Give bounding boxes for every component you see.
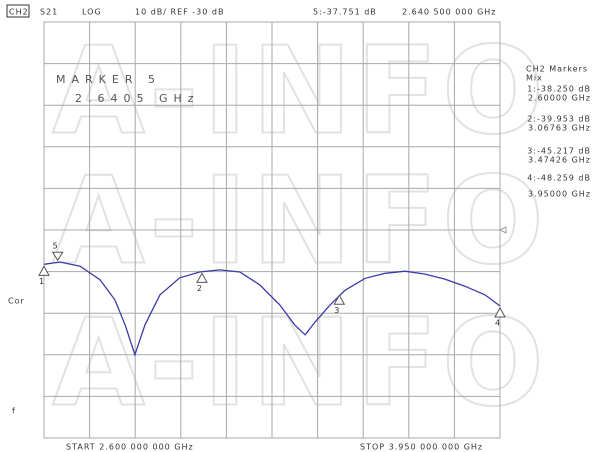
marker-label: 3 (334, 306, 340, 315)
marker-readout: 1:-38.250 dB (527, 85, 591, 94)
readout: 5:-37.751 dB (313, 8, 377, 17)
marker-panel-title: CH2 Markers (526, 65, 588, 74)
channel-box (6, 4, 30, 18)
marker-readout: 2:-39.953 dB (527, 115, 591, 124)
active-marker-title: MARKER 5 (56, 73, 161, 86)
watermark: A-INFO (52, 153, 548, 292)
marker-label: 4 (495, 318, 501, 327)
marker-readout: 3.47426 GHz (528, 156, 591, 165)
marker (196, 272, 208, 283)
marker-readout: 3.95000 GHz (528, 190, 591, 199)
marker (333, 294, 346, 305)
param: S21 (40, 8, 58, 17)
channel: CH2 (9, 8, 29, 17)
start-label: START 2.600 000 000 GHz (66, 443, 194, 452)
scale: 10 dB/ REF -30 dB (135, 8, 224, 17)
marker-label: 5 (53, 242, 59, 251)
marker-readout: 2.60000 GHz (528, 94, 591, 103)
trace (43, 261, 501, 357)
stop-label: STOP 3.950 000 000 GHz (360, 443, 483, 452)
readout-freq: 2.640 500 000 GHz (402, 8, 496, 17)
marker-panel-subtitle: Mix (526, 74, 543, 83)
marker (38, 265, 50, 276)
watermark: A-INFO (52, 23, 548, 162)
watermark: A-INFO (52, 295, 548, 434)
marker (51, 251, 64, 262)
marker-label: 1 (39, 277, 45, 286)
side-label: Cor (8, 297, 25, 306)
marker (494, 306, 506, 318)
marker-label: 2 (197, 284, 203, 293)
format: LOG (82, 8, 102, 17)
marker-readout: 3:-45.217 dB (527, 147, 591, 156)
side-label: f (12, 407, 16, 416)
marker-readout: 3.06763 GHz (528, 124, 591, 133)
marker-readout: 4:-48.259 dB (527, 174, 591, 183)
reference-indicator (498, 226, 507, 234)
active-marker-freq: 2.6405 GHz (75, 92, 200, 105)
